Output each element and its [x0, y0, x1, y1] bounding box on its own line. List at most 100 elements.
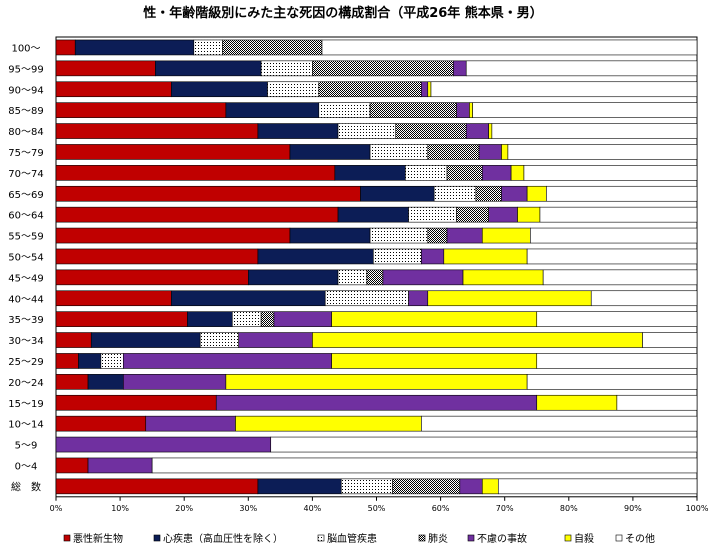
- x-tick-label: 50%: [368, 504, 386, 513]
- x-tick-label: 90%: [624, 504, 642, 513]
- bar-segment: [331, 353, 538, 369]
- bar-segment: [405, 165, 448, 181]
- bar-segment: [443, 248, 528, 265]
- bar-segment: [481, 478, 499, 495]
- bar-segment: [475, 185, 502, 202]
- category-label: 5～9: [15, 441, 38, 452]
- bar-segment: [123, 353, 332, 369]
- bar-segment: [421, 415, 698, 432]
- bar-segment: [248, 269, 339, 286]
- bar-segment: [151, 457, 698, 474]
- bar-segment: [87, 457, 153, 474]
- legend-label: 心疾患（高血圧性を除く）: [163, 532, 283, 545]
- bar-segment: [481, 165, 512, 181]
- bar-segment: [171, 81, 268, 98]
- bar-segment: [642, 332, 698, 348]
- bar-segment: [187, 311, 233, 327]
- bar-segment: [517, 206, 541, 223]
- legend-swatch: [317, 534, 325, 542]
- bar-segment: [260, 60, 313, 77]
- category-label: 45～49: [8, 273, 43, 284]
- bar-segment: [55, 144, 291, 160]
- bar-segment: [324, 290, 409, 307]
- bar-segment: [225, 374, 528, 390]
- bar-segment: [155, 60, 262, 77]
- category-label: 40～44: [8, 294, 43, 305]
- x-tick-label: 80%: [560, 504, 578, 513]
- bar-segment: [193, 39, 223, 56]
- bar-segment: [491, 123, 698, 139]
- bar-segment: [318, 102, 371, 118]
- bar-segment: [55, 60, 156, 77]
- category-label: 20～24: [8, 378, 43, 389]
- bar-segment: [408, 206, 457, 223]
- bar-segment: [260, 311, 275, 327]
- legend-label: 肺炎: [428, 533, 448, 545]
- category-label: 85～89: [8, 106, 43, 117]
- bar-segment: [312, 60, 454, 77]
- bar-segment: [87, 374, 124, 390]
- bar-segment: [78, 353, 102, 369]
- bar-segment: [526, 248, 698, 265]
- bar-segment: [340, 478, 393, 495]
- bar-segment: [257, 123, 339, 139]
- bar-segment: [55, 353, 79, 369]
- bar-segment: [337, 206, 409, 223]
- x-tick-labels: 0% 10% 20% 30% 40% 50% 60% 70% 80% 90% 100%: [50, 496, 709, 513]
- bar-segment: [337, 123, 397, 139]
- bar-segment: [55, 81, 172, 98]
- bar-segment: [501, 185, 528, 202]
- x-tick-label: 70%: [496, 504, 514, 513]
- bar-segment: [462, 269, 544, 286]
- bar-segment: [100, 353, 124, 369]
- bar-segment: [215, 394, 538, 411]
- category-label: 50～54: [8, 252, 43, 263]
- bar-segment: [312, 332, 643, 348]
- bar-segment: [55, 185, 361, 202]
- legend-label: 不慮の事故: [477, 532, 527, 545]
- bar-segment: [501, 144, 509, 160]
- bar-segment: [222, 39, 323, 56]
- bar-segment: [488, 206, 518, 223]
- bar-segment: [273, 311, 332, 327]
- bar-segment: [497, 478, 698, 495]
- x-tick-label: 40%: [304, 504, 322, 513]
- bar-segment: [372, 248, 422, 265]
- bar-segment: [456, 102, 470, 118]
- bar-segment: [55, 165, 336, 181]
- x-tick-label: 0%: [50, 504, 63, 513]
- bar-segment: [395, 123, 467, 139]
- bar-segment: [171, 290, 326, 307]
- x-tick-label: 10%: [111, 504, 129, 513]
- bar-segment: [55, 269, 249, 286]
- bar-segment: [55, 457, 89, 474]
- category-label: 100～: [11, 43, 40, 54]
- bar-segment: [55, 206, 339, 223]
- bar-segment: [331, 311, 538, 327]
- bar-segment: [235, 415, 422, 432]
- bar-segment: [446, 227, 483, 244]
- bar-segment: [590, 290, 698, 307]
- legend-swatch: [467, 534, 475, 542]
- bar-segment: [123, 374, 227, 390]
- bar-segment: [427, 81, 432, 98]
- category-label: 総 数: [11, 480, 41, 493]
- category-label: 30～34: [8, 336, 43, 347]
- bar-segment: [238, 332, 313, 348]
- legend-label: 脳血管疾患: [327, 532, 377, 545]
- bar-segment: [55, 436, 272, 453]
- bar-segment: [145, 415, 236, 432]
- bar-segment: [382, 269, 464, 286]
- category-label: 90～94: [8, 85, 43, 96]
- legend-label: 自殺: [574, 532, 594, 545]
- bar-segment: [427, 227, 448, 244]
- bar-segment: [536, 394, 618, 411]
- bar-segment: [510, 165, 525, 181]
- bar-segment: [289, 227, 371, 244]
- bar-segment: [430, 81, 698, 98]
- bar-segment: [318, 81, 422, 98]
- category-label: 65～69: [8, 190, 43, 201]
- bar-segment: [257, 248, 374, 265]
- bar-segment: [481, 227, 531, 244]
- bar-segment: [55, 478, 259, 495]
